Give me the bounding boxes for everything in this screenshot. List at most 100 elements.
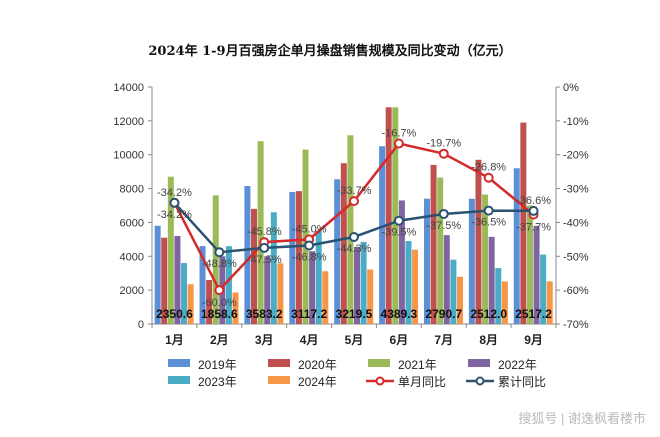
bar-2020年-6月: [385, 107, 392, 324]
label-累计同比-2月: -48.8%: [202, 258, 237, 270]
point-累计同比-9月: [528, 205, 539, 216]
bar-2024年-8月: [501, 281, 508, 324]
watermark: 搜狐号 | 谢逸枫看楼市: [518, 411, 646, 426]
legend-swatch-2020年: [268, 359, 290, 367]
label-累计同比-3月: -47.5%: [247, 254, 282, 266]
point-累计同比-8月: [483, 205, 494, 216]
point-单月同比-6月: [393, 138, 404, 149]
x-tick-label: 6月: [390, 333, 409, 347]
point-累计同比-5月: [349, 231, 359, 242]
left-tick-label: 10000: [113, 150, 144, 162]
point-累计同比-1月: [169, 197, 180, 208]
point-累计同比-2月: [214, 247, 225, 258]
x-tick-label: 8月: [479, 333, 498, 347]
legend-label-2022年: 2022年: [498, 358, 537, 372]
label-单月同比-9月: -37.7%: [516, 222, 551, 234]
left-tick-label: 2000: [120, 285, 144, 297]
x-tick-label: 9月: [524, 333, 543, 347]
label-2024-5月: 3219.5: [336, 307, 373, 321]
bar-2023年-3月: [270, 212, 277, 324]
bar-2020年-9月: [520, 122, 527, 324]
bar-2023年-9月: [540, 254, 547, 324]
left-tick-label: 12000: [113, 116, 144, 128]
left-tick-label: 0: [138, 319, 144, 331]
label-单月同比-4月: -45.0%: [292, 223, 327, 235]
bar-2021年-8月: [482, 194, 489, 324]
bar-2022年-1月: [174, 235, 181, 324]
bar-2021年-9月: [526, 205, 533, 324]
label-2024-7月: 2790.7: [425, 307, 462, 321]
label-单月同比-3月: -45.8%: [247, 226, 282, 238]
label-2024-8月: 2512.0: [470, 307, 507, 321]
bar-2023年-1月: [181, 263, 188, 324]
label-累计同比-6月: -39.5%: [381, 227, 416, 239]
right-tick-label: -40%: [563, 217, 589, 229]
point-累计同比-7月: [438, 208, 449, 219]
label-单月同比-5月: -33.7%: [337, 185, 372, 197]
point-单月同比-7月: [438, 148, 449, 159]
bar-2022年-7月: [443, 235, 450, 324]
bar-2023年-4月: [315, 230, 322, 324]
bar-2020年-7月: [430, 164, 437, 324]
right-tick-label: -50%: [563, 251, 589, 263]
x-tick-label: 7月: [434, 333, 453, 347]
label-累计同比-1月: -34.2%: [157, 209, 192, 221]
label-累计同比-9月: -36.6%: [516, 195, 551, 207]
left-tick-label: 14000: [113, 82, 144, 94]
label-2024-4月: 3117.2: [291, 307, 327, 321]
legend-label-2019年: 2019年: [198, 358, 237, 372]
bar-2020年-2月: [206, 279, 213, 324]
right-tick-label: -20%: [563, 150, 589, 162]
bar-2021年-2月: [212, 195, 219, 324]
bar-2019年-2月: [199, 246, 206, 324]
label-单月同比-7月: -19.7%: [426, 138, 461, 150]
label-2024-9月: 2517.2: [515, 307, 552, 321]
point-单月同比-2月: [214, 285, 225, 296]
point-单月同比-8月: [483, 172, 494, 183]
label-单月同比-2月: -60.0%: [202, 297, 237, 309]
bar-2022年-3月: [264, 256, 271, 324]
bar-2022年-6月: [398, 200, 405, 324]
right-tick-label: -30%: [563, 184, 589, 196]
left-tick-label: 8000: [120, 184, 144, 196]
bar-2019年-6月: [379, 146, 386, 324]
bar-2024年-1月: [187, 284, 194, 324]
label-2024-3月: 3583.2: [246, 307, 283, 321]
label-2024-6月: 4389.3: [381, 307, 418, 321]
label-单月同比-6月: -16.7%: [381, 128, 416, 140]
x-tick-label: 3月: [255, 333, 274, 347]
label-单月同比-8月: -26.8%: [471, 162, 506, 174]
label-累计同比-8月: -36.5%: [471, 217, 506, 229]
chart-title: 2024年 1-9月百强房企单月操盘销售规模及同比变动（亿元）: [148, 44, 512, 59]
bar-2020年-8月: [475, 159, 482, 324]
legend-label-2020年: 2020年: [298, 358, 337, 372]
bar-2021年-1月: [167, 176, 174, 324]
bar-2024年-3月: [277, 263, 284, 324]
label-2024-1月: 2350.6: [156, 307, 193, 321]
point-累计同比-4月: [304, 240, 315, 251]
right-tick-label: -10%: [563, 116, 589, 128]
legend-label-2023年: 2023年: [198, 375, 237, 389]
label-2024-2月: 1858.6: [201, 307, 238, 321]
bar-2022年-4月: [309, 251, 316, 324]
bar-2019年-5月: [334, 179, 341, 324]
point-单月同比-5月: [349, 196, 359, 207]
point-累计同比-3月: [259, 242, 270, 253]
bar-2022年-5月: [354, 246, 360, 324]
point-累计同比-6月: [393, 215, 404, 226]
bar-2021年-5月: [347, 135, 354, 324]
legend-swatch-2023年: [168, 376, 190, 384]
bar-2021年-7月: [437, 177, 444, 324]
x-tick-label: 4月: [300, 333, 319, 347]
right-tick-label: 0%: [563, 82, 579, 94]
bar-2022年-9月: [533, 225, 540, 324]
label-累计同比-7月: -37.5%: [426, 220, 461, 232]
bar-2024年-5月: [367, 269, 374, 324]
legend-marker-累计同比: [475, 376, 485, 386]
bar-2021年-6月: [392, 107, 399, 324]
legend-label-2021年: 2021年: [398, 358, 437, 372]
bar-2019年-9月: [513, 168, 520, 324]
left-tick-label: 6000: [120, 217, 144, 229]
